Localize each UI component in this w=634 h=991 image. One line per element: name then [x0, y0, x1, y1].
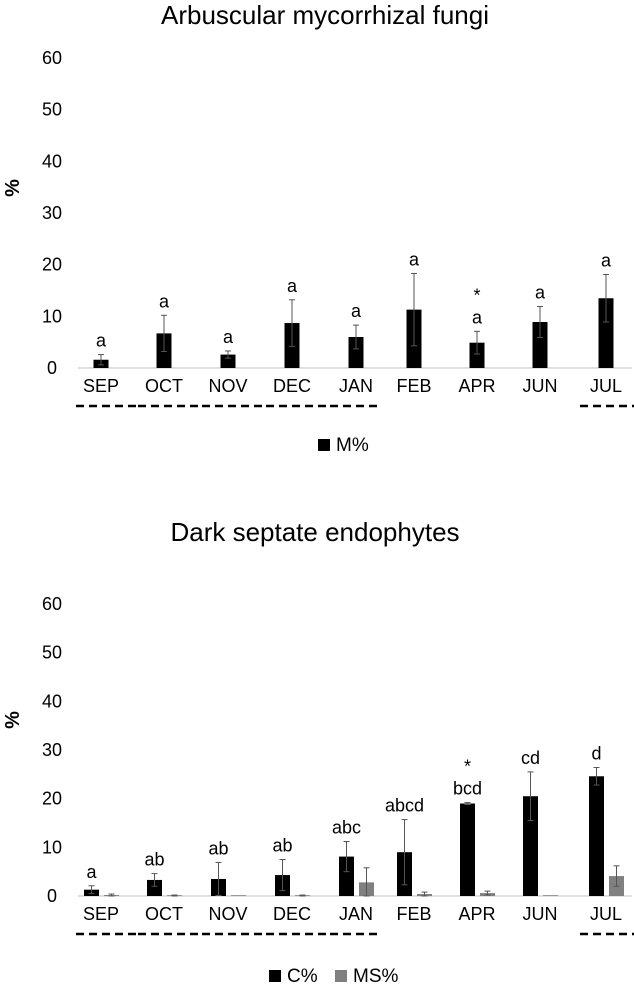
- bar-c: [460, 803, 475, 896]
- y-tick-labels: 0 10 20 30 40 50 60: [42, 594, 62, 906]
- x-tick-label: SEP: [83, 376, 119, 396]
- x-tick-label: APR: [458, 904, 495, 924]
- x-tick-labels: SEP OCT NOV DEC JAN FEB APR JUN JUL: [83, 904, 622, 924]
- bar-c: [339, 856, 354, 896]
- significance-label: a: [601, 250, 612, 270]
- legend-label: MS%: [353, 966, 399, 987]
- y-tick-label: 0: [47, 886, 57, 906]
- x-tick-label: FEB: [396, 904, 431, 924]
- asterisk-marker: *: [464, 757, 471, 777]
- significance-label: a: [472, 307, 483, 327]
- x-tick-label: DEC: [273, 904, 311, 924]
- significance-label: a: [159, 291, 170, 311]
- y-tick-label: 20: [42, 255, 62, 275]
- y-tick-label: 0: [47, 358, 57, 378]
- legend: C% MS%: [269, 966, 399, 987]
- legend-swatch: [335, 970, 347, 982]
- significance-label: a: [96, 331, 107, 351]
- y-tick-label: 20: [42, 789, 62, 809]
- y-tick-label: 40: [42, 691, 62, 711]
- significance-label: ab: [272, 836, 292, 856]
- bar-ms: [231, 895, 246, 896]
- significance-label: a: [535, 283, 546, 303]
- significance-label: cd: [521, 748, 540, 768]
- significance-label: abcd: [385, 796, 424, 816]
- legend-label: C%: [287, 966, 318, 987]
- x-tick-label: DEC: [273, 376, 311, 396]
- significance-label: a: [351, 301, 362, 321]
- asterisk-marker: *: [473, 285, 480, 305]
- y-axis-label: %: [2, 179, 24, 197]
- dse-chart: Dark septate endophytes % 0102030405060 …: [2, 517, 634, 987]
- bar-c: [523, 796, 538, 896]
- significance-label: bcd: [453, 779, 482, 799]
- bar-m: [220, 354, 236, 368]
- significance-label: ab: [208, 838, 228, 858]
- x-tick-label: SEP: [83, 904, 119, 924]
- legend-label: M%: [336, 435, 369, 456]
- y-tick-label: 10: [42, 837, 62, 857]
- y-tick-label: 10: [42, 306, 62, 326]
- y-tick-label: 50: [42, 100, 62, 120]
- bars: a ab ab ab abc abcd bcd* cd d: [84, 744, 624, 897]
- y-tick-label: 40: [42, 151, 62, 171]
- y-tick-label: 50: [42, 643, 62, 663]
- y-axis-label: %: [2, 711, 24, 729]
- significance-label: a: [287, 276, 298, 296]
- x-tick-label: JUL: [590, 376, 622, 396]
- legend-swatch: [318, 439, 330, 451]
- bar-c: [589, 776, 604, 896]
- x-tick-label: JUN: [523, 904, 558, 924]
- significance-label: a: [409, 249, 420, 269]
- legend-swatch: [269, 970, 281, 982]
- chart-title: Dark septate endophytes: [170, 517, 459, 547]
- bar-m: [532, 322, 548, 368]
- bar-c: [147, 879, 162, 896]
- x-tick-label: JAN: [339, 904, 373, 924]
- significance-label: a: [86, 862, 97, 882]
- x-tick-labels: SEP OCT NOV DEC JAN FEB APR JUN JUL: [83, 376, 622, 396]
- y-tick-label: 60: [42, 594, 62, 614]
- bar-m: [348, 337, 364, 368]
- x-tick-label: FEB: [396, 376, 431, 396]
- y-tick-label: 60: [42, 48, 62, 68]
- bar-ms: [543, 895, 558, 896]
- x-tick-label: OCT: [145, 904, 183, 924]
- x-tick-label: JUN: [523, 376, 558, 396]
- bar-m: [469, 342, 485, 368]
- bar-m: [598, 298, 614, 368]
- x-tick-label: OCT: [145, 376, 183, 396]
- y-tick-labels: 0 10 20 30 40 50 60: [42, 48, 62, 378]
- significance-label: ab: [144, 850, 164, 870]
- legend: M%: [318, 435, 369, 456]
- x-tick-label: NOV: [208, 376, 247, 396]
- x-tick-label: NOV: [208, 904, 247, 924]
- x-tick-label: JUL: [590, 904, 622, 924]
- x-tick-label: JAN: [339, 376, 373, 396]
- y-tick-label: 30: [42, 740, 62, 760]
- significance-label: abc: [332, 817, 361, 837]
- amf-chart: Arbuscular mycorrhizal fungi % 0 10 20 30 40…: [2, 0, 634, 456]
- x-tick-label: APR: [458, 376, 495, 396]
- significance-label: d: [591, 744, 601, 764]
- chart-title: Arbuscular mycorrhizal fungi: [161, 0, 489, 30]
- significance-label: a: [223, 327, 234, 347]
- y-tick-label: 30: [42, 203, 62, 223]
